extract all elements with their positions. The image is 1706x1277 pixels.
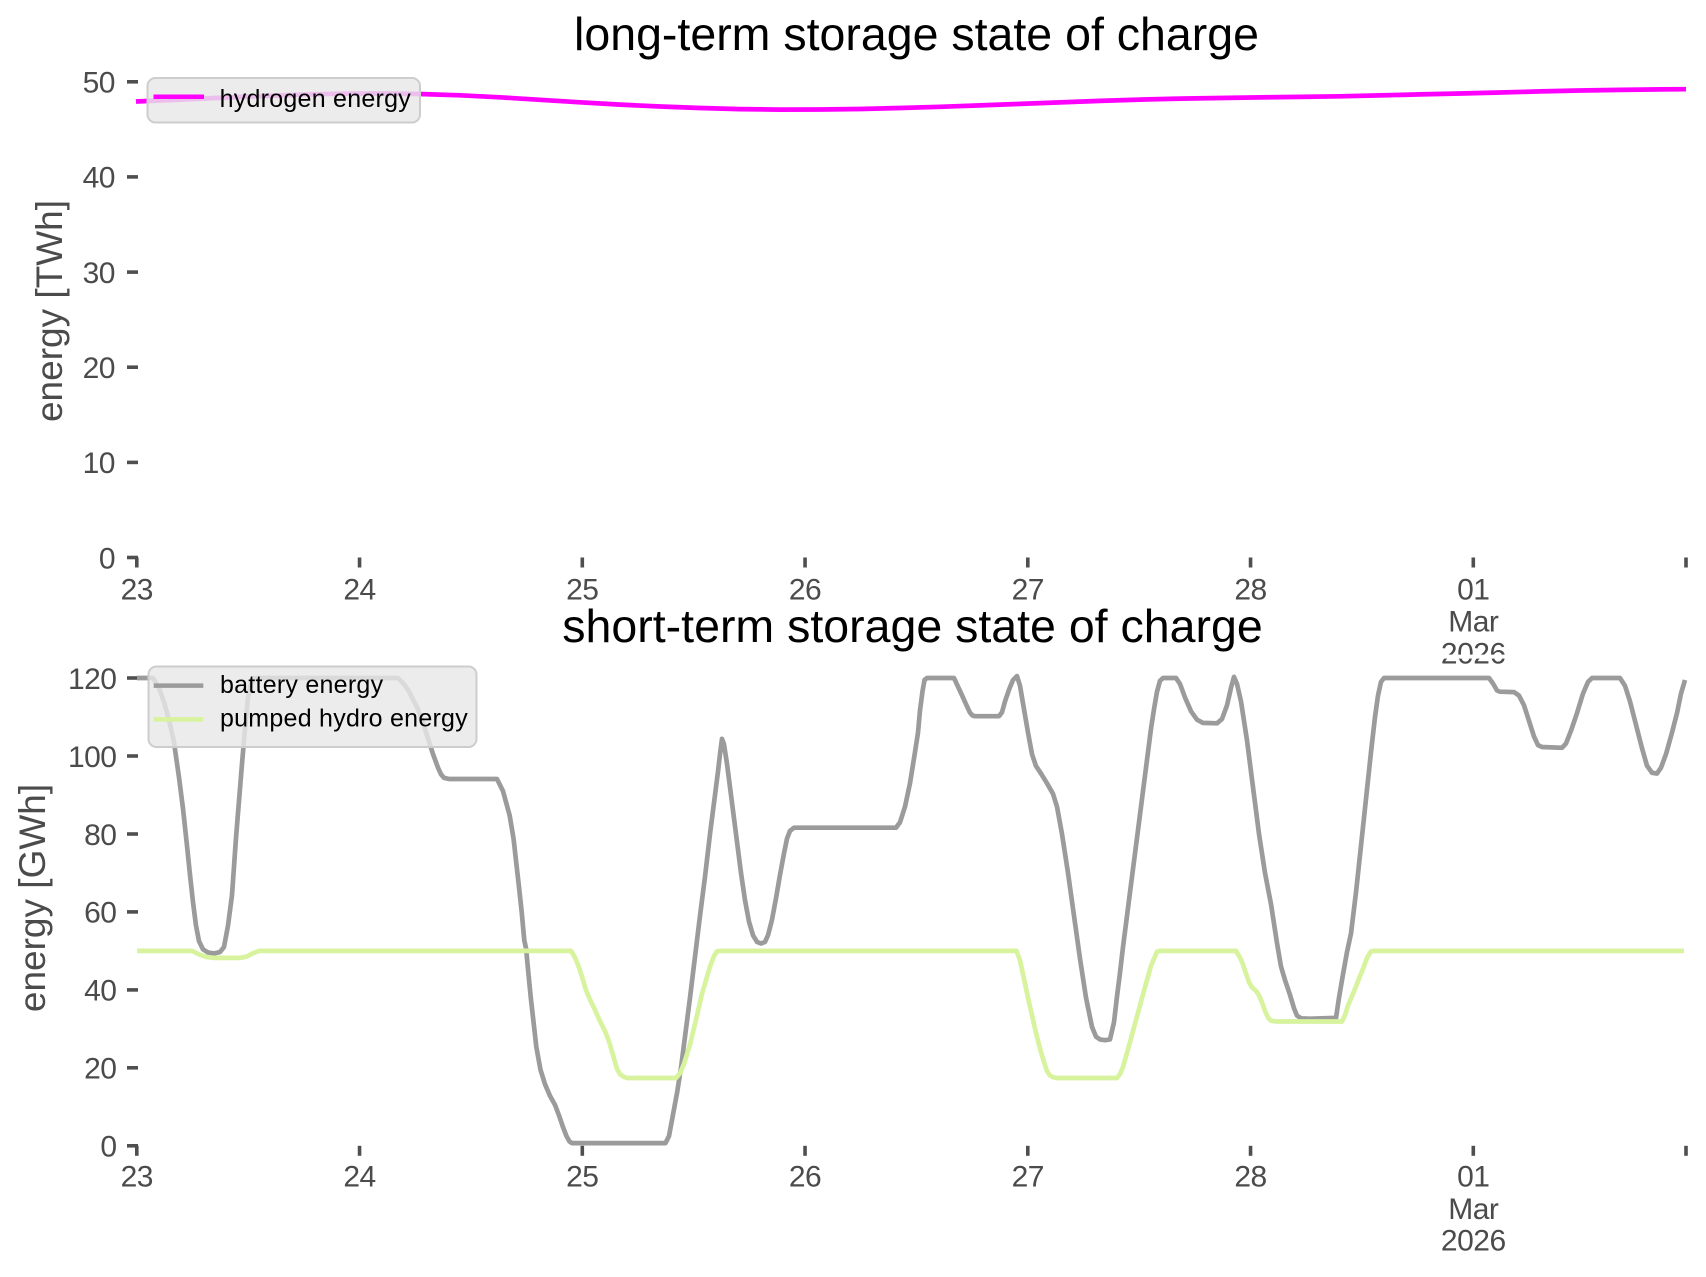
svg-text:23: 23 (121, 1161, 153, 1194)
svg-text:battery energy: battery energy (220, 671, 384, 699)
svg-text:0: 0 (100, 1131, 116, 1164)
svg-text:50: 50 (83, 67, 115, 100)
svg-text:energy [GWh]: energy [GWh] (12, 784, 53, 1012)
svg-text:Mar: Mar (1448, 606, 1499, 639)
svg-text:28: 28 (1234, 1161, 1266, 1194)
svg-text:23: 23 (121, 574, 153, 607)
svg-text:25: 25 (566, 1161, 598, 1194)
svg-text:2026: 2026 (1441, 1225, 1506, 1258)
svg-text:120: 120 (68, 663, 117, 696)
svg-text:pumped hydro energy: pumped hydro energy (220, 705, 468, 733)
svg-text:80: 80 (84, 819, 116, 852)
svg-text:01: 01 (1457, 574, 1489, 607)
svg-text:Mar: Mar (1448, 1193, 1499, 1226)
svg-text:0: 0 (99, 542, 115, 575)
svg-text:40: 40 (84, 975, 116, 1008)
svg-text:24: 24 (343, 1161, 375, 1194)
svg-text:short-term storage state of ch: short-term storage state of charge (562, 600, 1262, 652)
svg-text:25: 25 (566, 574, 598, 607)
svg-text:2026: 2026 (1441, 637, 1506, 670)
svg-text:24: 24 (343, 574, 375, 607)
svg-text:30: 30 (83, 257, 115, 290)
svg-text:20: 20 (84, 1053, 116, 1086)
svg-text:hydrogen energy: hydrogen energy (220, 85, 412, 113)
svg-text:28: 28 (1234, 574, 1266, 607)
svg-text:energy [TWh]: energy [TWh] (29, 200, 70, 422)
svg-text:10: 10 (83, 447, 115, 480)
svg-text:27: 27 (1012, 1161, 1044, 1194)
svg-text:100: 100 (68, 741, 117, 774)
svg-text:40: 40 (83, 162, 115, 195)
svg-text:01: 01 (1457, 1161, 1489, 1194)
svg-text:26: 26 (789, 1161, 821, 1194)
svg-text:26: 26 (789, 574, 821, 607)
svg-text:20: 20 (83, 352, 115, 385)
svg-text:60: 60 (84, 897, 116, 930)
svg-text:long-term storage state of cha: long-term storage state of charge (574, 8, 1259, 60)
svg-text:27: 27 (1012, 574, 1044, 607)
